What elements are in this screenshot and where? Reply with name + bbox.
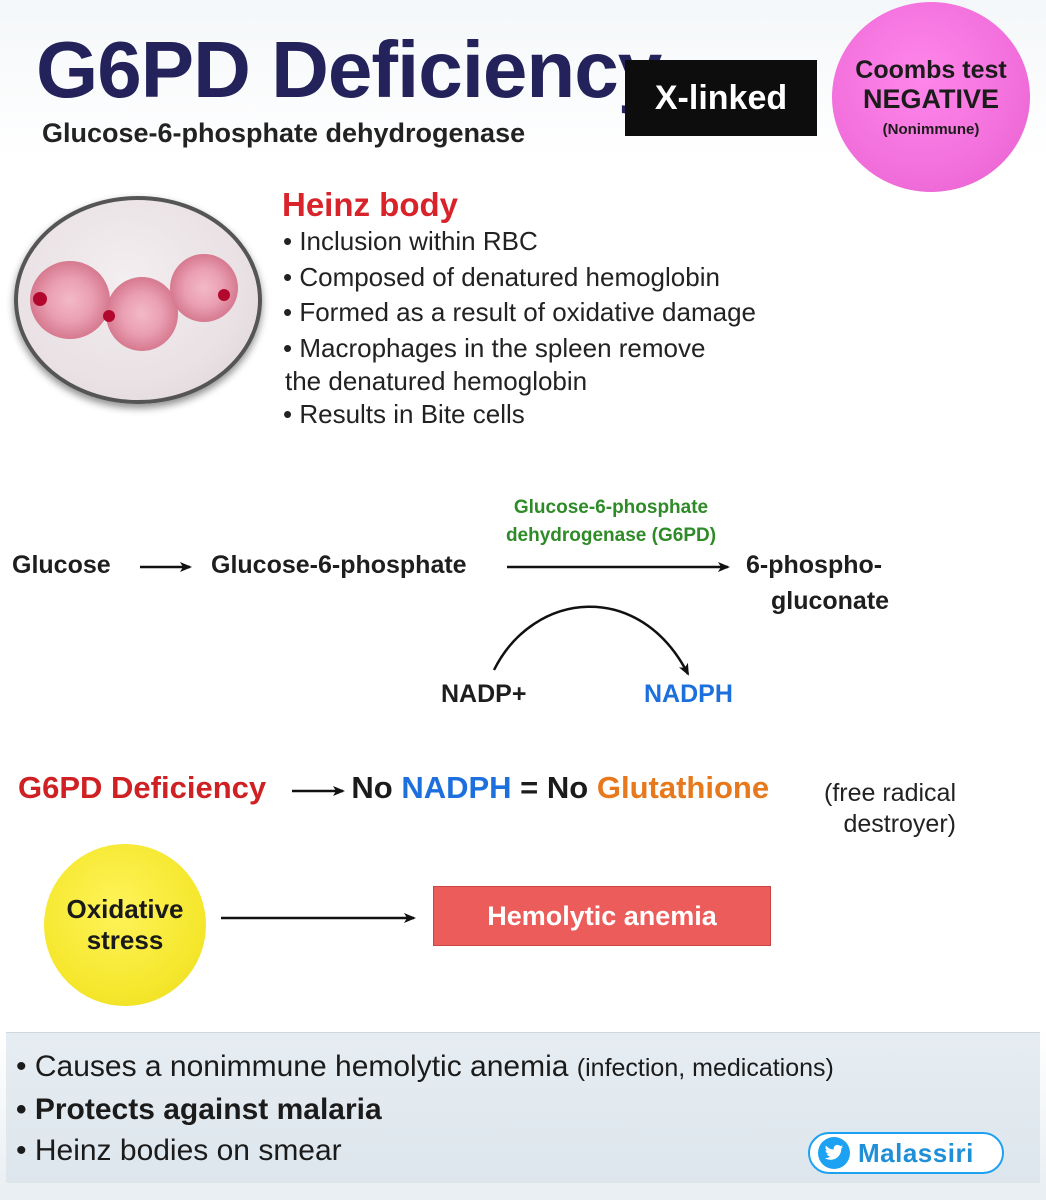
enzyme-line1: Glucose-6-phosphate [513,497,709,518]
twitter-credit-badge[interactable]: Malassiri [808,1132,1004,1174]
glutathione-label: Glutathione [596,770,770,805]
coombs-line3: (Nonimmune) [882,120,980,138]
twitter-handle: Malassiri [858,1137,974,1168]
list-item: • Macrophages in the spleen remove [283,332,706,363]
heinz-body-list: • Inclusion within RBC • Composed of den… [283,224,756,433]
glucose-label: Glucose [12,551,111,579]
list-item: • Composed of denatured hemoglobin [283,261,720,292]
twitter-bird-icon [818,1137,850,1169]
enzyme-line2: dehydrogenase (G6PD) [505,525,717,546]
equals-sign: = [520,770,539,805]
coombs-line2: NEGATIVE [862,84,999,115]
deficiency-nadph: NADPH [401,770,512,805]
nadp-label: NADP+ [441,680,527,708]
no-1: No [351,770,393,805]
nadph-label: NADPH [644,680,733,708]
x-linked-tag: X-linked [625,60,817,136]
g6p-label: Glucose-6-phosphate [211,551,467,579]
glutathione-note: (free radical destroyer) [824,779,956,838]
deficiency-cause: G6PD Deficiency [18,770,267,805]
page-title: G6PD Deficiency [36,25,662,114]
product-line2: gluconate [771,587,890,615]
page-subtitle: Glucose-6-phosphate dehydrogenase [42,118,526,148]
list-item: • Inclusion within RBC [283,226,538,256]
coombs-line1: Coombs test [855,56,1007,85]
heinz-body-smear-image [14,196,262,404]
list-item: • Heinz bodies on smear [16,1134,342,1167]
list-item-continuation: the denatured hemoglobin [285,366,588,396]
list-item: • Protects against malaria [16,1093,382,1126]
deficiency-chain: G6PD Deficiency No NADPH = No Glutathion… [18,770,769,806]
list-item: • Results in Bite cells [283,399,525,429]
heinz-body-title: Heinz body [282,186,459,223]
no-2: No [546,770,589,805]
list-item: • Causes a nonimmune hemolytic anemia (i… [16,1050,834,1083]
product-line1: 6-phospho- [746,551,883,579]
hemolytic-anemia-box: Hemolytic anemia [433,886,771,946]
list-item: • Formed as a result of oxidative damage [283,297,757,327]
arrow-nadp-to-nadph [492,605,690,676]
rbc-cells-icon [30,254,238,351]
coombs-badge: Coombs test NEGATIVE (Nonimmune) [832,2,1030,192]
enzyme-label: Glucose-6-phosphate dehydrogenase (G6PD) [476,494,746,550]
oxidative-stress-circle: Oxidative stress [44,844,206,1006]
summary-list: • Causes a nonimmune hemolytic anemia (i… [16,1046,834,1171]
